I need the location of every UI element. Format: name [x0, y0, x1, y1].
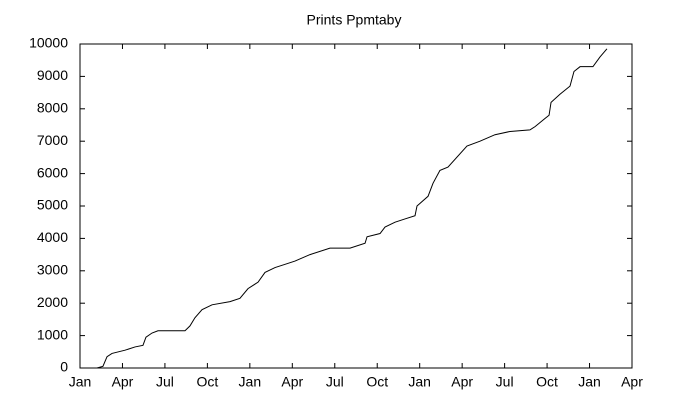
y-tick-label: 9000 — [37, 67, 68, 83]
y-tick-label: 2000 — [37, 294, 68, 310]
data-line — [96, 48, 608, 369]
y-tick-label: 7000 — [37, 132, 68, 148]
x-tick-label: Jan — [69, 374, 92, 390]
x-tick-label: Oct — [536, 374, 558, 390]
y-tick-label: 3000 — [37, 262, 68, 278]
y-tick-label: 4000 — [37, 229, 68, 245]
y-tick-label: 10000 — [29, 35, 68, 51]
y-tick-label: 1000 — [37, 326, 68, 342]
chart-title: Prints Ppmtaby — [307, 12, 402, 28]
y-tick-label: 5000 — [37, 197, 68, 213]
x-tick-label: Oct — [366, 374, 388, 390]
x-tick-label: Apr — [281, 374, 303, 390]
x-tick-label: Apr — [451, 374, 473, 390]
x-tick-label: Jul — [156, 374, 174, 390]
x-tick-label: Oct — [196, 374, 218, 390]
x-tick-label: Jan — [239, 374, 262, 390]
x-tick-label: Jan — [408, 374, 431, 390]
x-tick-label: Jul — [326, 374, 344, 390]
x-tick-label: Apr — [112, 374, 134, 390]
y-tick-label: 6000 — [37, 164, 68, 180]
y-tick-label: 0 — [60, 359, 68, 375]
x-tick-label: Jul — [496, 374, 514, 390]
y-tick-label: 8000 — [37, 100, 68, 116]
x-tick-label: Apr — [621, 374, 643, 390]
x-tick-label: Jan — [578, 374, 601, 390]
